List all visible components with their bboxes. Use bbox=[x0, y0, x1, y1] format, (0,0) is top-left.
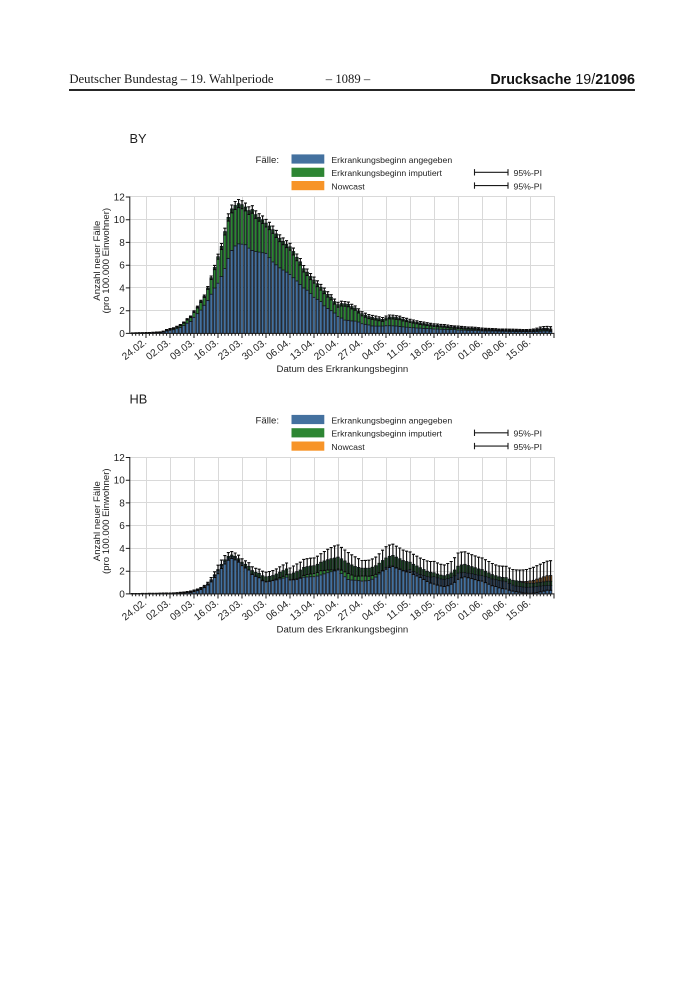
svg-text:11.05.: 11.05. bbox=[385, 597, 413, 622]
svg-text:Anzahl neuer Fälle: Anzahl neuer Fälle bbox=[92, 221, 103, 301]
svg-text:Fälle:: Fälle: bbox=[256, 416, 279, 427]
svg-text:8: 8 bbox=[119, 238, 125, 249]
svg-text:12: 12 bbox=[114, 453, 126, 464]
svg-text:13.04.: 13.04. bbox=[288, 597, 317, 623]
svg-text:Datum des Erkrankungsbeginn: Datum des Erkrankungsbeginn bbox=[277, 364, 409, 375]
svg-text:95%-PI: 95%-PI bbox=[514, 181, 543, 191]
svg-text:23.03.: 23.03. bbox=[216, 337, 245, 363]
svg-text:Erkrankungsbeginn angegeben: Erkrankungsbeginn angegeben bbox=[331, 155, 452, 165]
svg-text:13.04.: 13.04. bbox=[288, 337, 317, 363]
svg-text:95%-PI: 95%-PI bbox=[514, 168, 543, 178]
svg-text:6: 6 bbox=[119, 261, 125, 272]
svg-text:20.04.: 20.04. bbox=[312, 597, 341, 623]
svg-text:02.03.: 02.03. bbox=[144, 337, 173, 363]
svg-text:10: 10 bbox=[114, 476, 126, 487]
svg-text:Nowcast: Nowcast bbox=[331, 181, 365, 191]
svg-text:0: 0 bbox=[119, 329, 125, 340]
svg-text:25.05.: 25.05. bbox=[432, 337, 461, 363]
svg-text:24.02.: 24.02. bbox=[120, 597, 149, 623]
svg-text:8: 8 bbox=[119, 498, 125, 509]
svg-text:Nowcast: Nowcast bbox=[331, 442, 365, 452]
svg-text:6: 6 bbox=[119, 521, 125, 532]
svg-text:HB: HB bbox=[130, 392, 148, 407]
svg-text:25.05.: 25.05. bbox=[432, 597, 461, 623]
svg-text:15.06.: 15.06. bbox=[504, 337, 533, 363]
svg-text:4: 4 bbox=[119, 283, 125, 294]
svg-text:09.03.: 09.03. bbox=[168, 597, 197, 623]
svg-text:(pro 100.000 Einwohner): (pro 100.000 Einwohner) bbox=[101, 208, 112, 314]
svg-text:Erkrankungsbeginn imputiert: Erkrankungsbeginn imputiert bbox=[331, 168, 442, 178]
svg-text:Erkrankungsbeginn angegeben: Erkrankungsbeginn angegeben bbox=[331, 415, 452, 425]
svg-text:04.05.: 04.05. bbox=[360, 337, 389, 363]
svg-text:23.03.: 23.03. bbox=[216, 597, 245, 623]
svg-text:01.06.: 01.06. bbox=[456, 337, 485, 363]
svg-text:06.04.: 06.04. bbox=[264, 597, 293, 623]
svg-text:01.06.: 01.06. bbox=[456, 597, 485, 623]
svg-text:30.03.: 30.03. bbox=[240, 337, 269, 363]
svg-text:08.06.: 08.06. bbox=[480, 597, 509, 623]
svg-text:06.04.: 06.04. bbox=[264, 337, 293, 363]
svg-text:16.03.: 16.03. bbox=[192, 337, 221, 363]
svg-text:27.04.: 27.04. bbox=[336, 597, 365, 623]
svg-text:12: 12 bbox=[114, 193, 126, 204]
svg-text:11.05.: 11.05. bbox=[385, 337, 413, 362]
svg-text:2: 2 bbox=[119, 306, 125, 317]
svg-text:27.04.: 27.04. bbox=[336, 337, 365, 363]
svg-text:08.06.: 08.06. bbox=[480, 337, 509, 363]
svg-text:10: 10 bbox=[114, 215, 126, 226]
svg-text:24.02.: 24.02. bbox=[120, 337, 149, 363]
svg-text:4: 4 bbox=[119, 544, 125, 555]
svg-text:2: 2 bbox=[119, 567, 125, 578]
svg-text:04.05.: 04.05. bbox=[360, 597, 389, 623]
svg-text:95%-PI: 95%-PI bbox=[514, 429, 543, 439]
svg-text:16.03.: 16.03. bbox=[192, 597, 221, 623]
svg-text:(pro 100.000 Einwohner): (pro 100.000 Einwohner) bbox=[101, 468, 112, 574]
svg-text:Erkrankungsbeginn imputiert: Erkrankungsbeginn imputiert bbox=[331, 429, 442, 439]
svg-text:18.05.: 18.05. bbox=[408, 337, 437, 363]
svg-text:Fälle:: Fälle: bbox=[256, 155, 279, 166]
svg-text:18.05.: 18.05. bbox=[408, 597, 437, 623]
svg-text:0: 0 bbox=[119, 589, 125, 600]
svg-text:Datum des Erkrankungsbeginn: Datum des Erkrankungsbeginn bbox=[277, 625, 409, 636]
svg-text:09.03.: 09.03. bbox=[168, 337, 197, 363]
svg-text:95%-PI: 95%-PI bbox=[514, 442, 543, 452]
svg-text:Anzahl neuer Fälle: Anzahl neuer Fälle bbox=[92, 481, 103, 561]
svg-text:30.03.: 30.03. bbox=[240, 597, 269, 623]
svg-text:15.06.: 15.06. bbox=[504, 597, 533, 623]
svg-text:BY: BY bbox=[130, 131, 148, 146]
svg-text:20.04.: 20.04. bbox=[312, 337, 341, 363]
svg-text:02.03.: 02.03. bbox=[144, 597, 173, 623]
